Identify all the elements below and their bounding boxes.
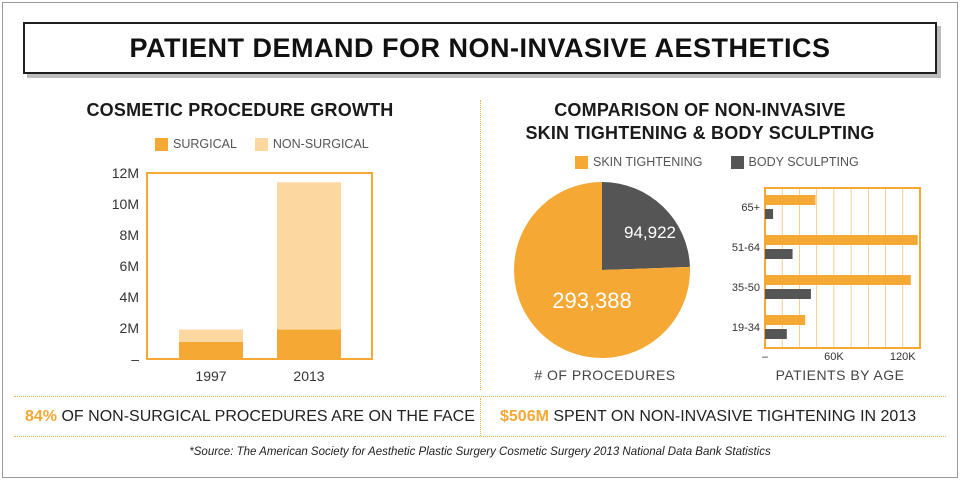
bar-non-surgical-2013	[277, 182, 341, 330]
comparison-heading-line1: COMPARISON OF NON-INVASIVE	[554, 100, 846, 120]
growth-plot-border	[146, 172, 373, 360]
growth-ytick-0: –	[131, 351, 139, 367]
fact-spending-highlight: $506M	[500, 408, 549, 425]
bar-surgical-1997	[179, 341, 243, 359]
facts-divider	[480, 398, 481, 436]
age-bar-skin-tightening-35-50	[765, 275, 911, 285]
legend-label-non-surgical: NON-SURGICAL	[272, 137, 369, 151]
legend-swatch-non-surgical	[254, 137, 268, 151]
age-bar-body-sculpting-51-64	[765, 249, 793, 259]
age-bar-skin-tightening-51-64	[765, 235, 918, 245]
age-bar-body-sculpting-65+	[765, 209, 774, 219]
source-note: *Source: The American Society for Aesthe…	[189, 446, 771, 458]
pie-slice-skin-tightening	[514, 182, 690, 358]
bar-non-surgical-1997	[179, 329, 243, 342]
comparison-legend: SKIN TIGHTENING BODY SCULPTING	[575, 155, 877, 169]
age-bar-body-sculpting-19-34	[765, 329, 787, 339]
growth-xlabel-1997: 1997	[195, 368, 226, 384]
growth-ytick-3: 6M	[120, 258, 139, 274]
age-label-19-34: 19-34	[732, 322, 760, 334]
age-label-35-50: 35-50	[732, 282, 760, 294]
fact-face-text: OF NON-SURGICAL PROCEDURES ARE ON THE FA…	[57, 408, 475, 425]
procedures-pie-chart: 94,922 293,388	[514, 182, 690, 358]
age-bar-chart: 65+ 51-64 35-50 19-34 – 60K 120K	[732, 187, 921, 362]
pie-slice-body-sculpting	[602, 182, 690, 270]
pie-caption: # OF PROCEDURES	[534, 367, 676, 383]
fact-spending-text: SPENT ON NON-INVASIVE TIGHTENING IN 2013	[548, 408, 917, 425]
legend-label-surgical: SURGICAL	[173, 137, 237, 151]
age-label-65+: 65+	[741, 202, 760, 214]
section-divider	[480, 100, 481, 390]
legend-item-non-surgical: NON-SURGICAL	[254, 137, 369, 151]
growth-ytick-1: 2M	[120, 320, 139, 336]
pie-label-skin-tightening: 293,388	[552, 288, 632, 313]
growth-chart: – 2M 4M 6M 8M 10M 12M 1997 2013	[112, 165, 373, 384]
legend-item-body-sculpting: BODY SCULPTING	[730, 155, 859, 169]
facts-top-divider	[14, 396, 946, 397]
growth-heading: COSMETIC PROCEDURE GROWTH	[86, 100, 394, 120]
bar-surgical-2013	[277, 329, 341, 359]
growth-ytick-4: 8M	[120, 227, 139, 243]
growth-xlabel-2013: 2013	[293, 368, 324, 384]
fact-face-highlight: 84%	[25, 408, 58, 425]
growth-ytick-2: 4M	[120, 289, 139, 305]
page-title: PATIENT DEMAND FOR NON-INVASIVE AESTHETI…	[129, 32, 831, 63]
legend-swatch-body-sculpting	[730, 155, 744, 169]
growth-ytick-5: 10M	[112, 196, 139, 212]
legend-item-skin-tightening: SKIN TIGHTENING	[575, 155, 703, 169]
legend-swatch-skin-tightening	[575, 155, 588, 169]
legend-item-surgical: SURGICAL	[155, 137, 237, 151]
bar-caption: PATIENTS BY AGE	[775, 367, 905, 383]
comparison-heading-line2: SKIN TIGHTENING & BODY SCULPTING	[525, 123, 875, 143]
age-plot-border	[764, 187, 921, 349]
legend-swatch-surgical	[155, 137, 168, 151]
age-bar-skin-tightening-19-34	[765, 315, 806, 325]
growth-ytick-6: 12M	[112, 165, 139, 181]
age-xtick-2: 120K	[890, 351, 916, 362]
age-label-51-64: 51-64	[732, 242, 760, 254]
age-xtick-1: 60K	[824, 351, 844, 362]
legend-label-body-sculpting: BODY SCULPTING	[748, 155, 859, 169]
age-bar-skin-tightening-65+	[765, 195, 816, 205]
pie-label-body-sculpting: 94,922	[624, 223, 676, 242]
source-divider	[14, 436, 946, 437]
fact-face: 84% OF NON-SURGICAL PROCEDURES ARE ON TH…	[25, 408, 475, 426]
legend-label-skin-tightening: SKIN TIGHTENING	[593, 155, 703, 169]
age-xtick-0: –	[762, 351, 769, 362]
title-box: PATIENT DEMAND FOR NON-INVASIVE AESTHETI…	[23, 22, 937, 74]
age-bar-body-sculpting-35-50	[765, 289, 811, 299]
growth-legend: SURGICAL NON-SURGICAL	[155, 137, 387, 151]
comparison-heading: COMPARISON OF NON-INVASIVE SKIN TIGHTENI…	[490, 99, 910, 145]
fact-spending: $506M SPENT ON NON-INVASIVE TIGHTENING I…	[500, 408, 916, 426]
